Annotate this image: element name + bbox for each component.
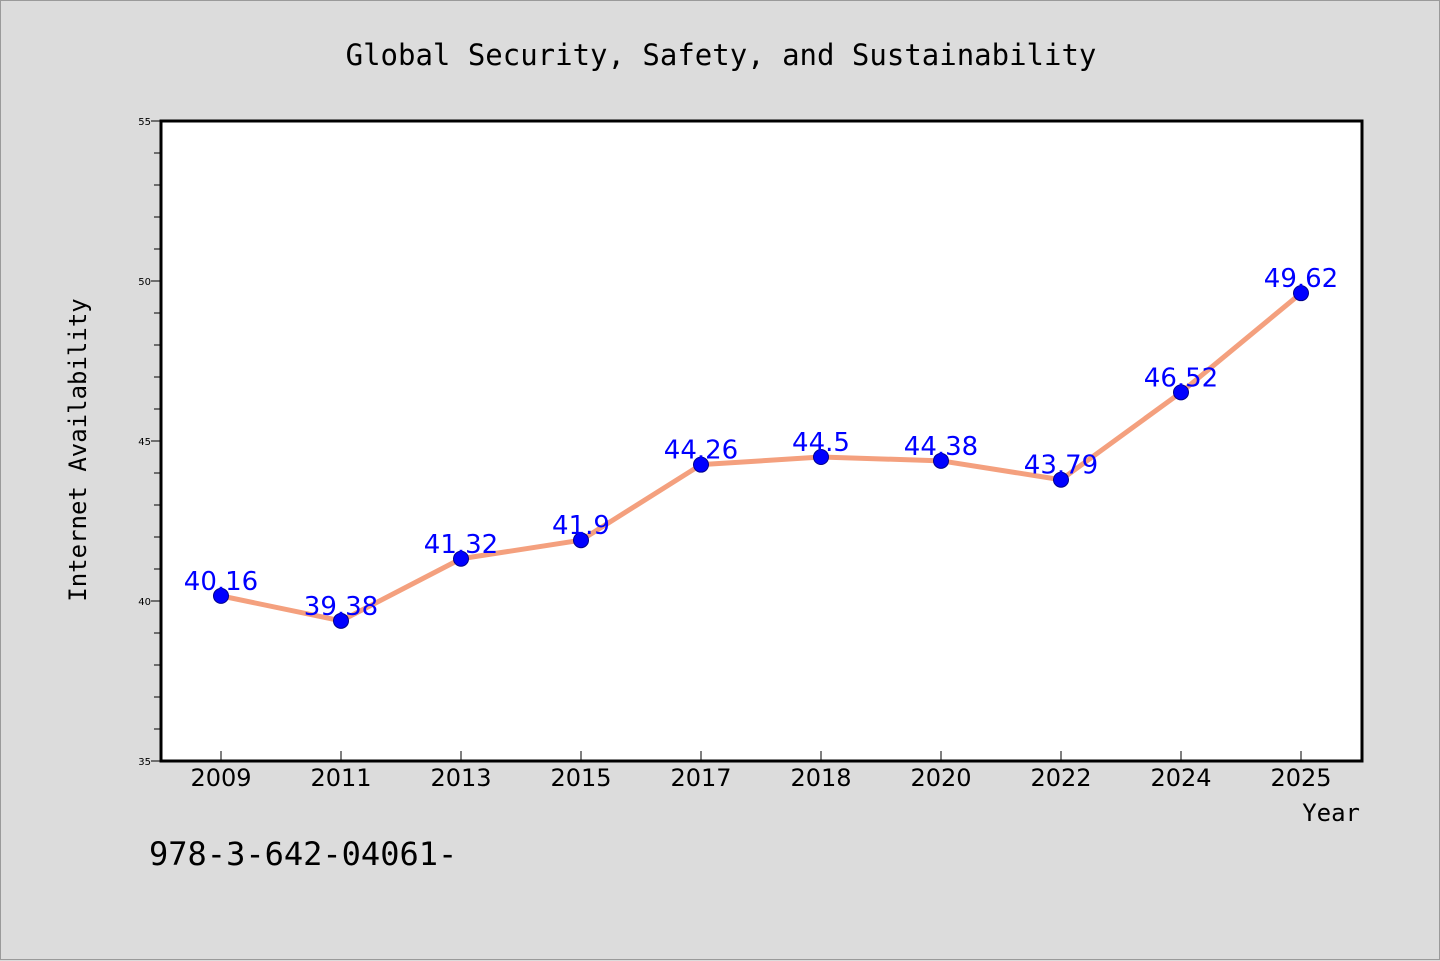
y-tick-label: 40 xyxy=(138,597,151,608)
chart-title: Global Security, Safety, and Sustainabil… xyxy=(346,38,1097,72)
data-point xyxy=(573,532,589,549)
y-tick-label: 35 xyxy=(138,757,151,768)
data-point xyxy=(453,550,469,567)
data-label: 39.38 xyxy=(304,592,378,622)
x-tick-label: 2024 xyxy=(1150,764,1211,792)
series-line xyxy=(220,291,1303,624)
x-tick-label: 2013 xyxy=(430,764,491,792)
footnote-text: 978-3-642-04061- xyxy=(149,835,457,873)
data-point xyxy=(1173,384,1189,401)
x-tick-label: 2022 xyxy=(1030,764,1091,792)
data-label: 43.79 xyxy=(1024,451,1098,481)
data-label: 49.62 xyxy=(1264,264,1338,294)
x-tick-label: 2020 xyxy=(910,764,971,792)
data-label: 46.52 xyxy=(1144,363,1218,393)
y-axis: 35 40 45 50 55 xyxy=(138,117,161,768)
x-tick-label: 2025 xyxy=(1270,764,1331,792)
data-label: 44.5 xyxy=(792,428,850,458)
x-axis: 2009 2011 2013 2015 2017 2018 2020 2022 2024 2025 xyxy=(190,751,1332,792)
data-label: 44.26 xyxy=(664,436,738,466)
y-tick-label: 45 xyxy=(138,437,151,448)
data-point xyxy=(213,587,229,604)
data-label: 41.9 xyxy=(552,511,610,541)
x-tick-label: 2017 xyxy=(670,764,731,792)
y-tick-label: 50 xyxy=(138,277,151,288)
data-point xyxy=(1053,471,1069,488)
y-tick-label: 55 xyxy=(138,117,151,128)
data-point xyxy=(693,456,709,473)
data-label: 41.32 xyxy=(424,530,498,560)
x-tick-label: 2018 xyxy=(790,764,851,792)
x-tick-label: 2011 xyxy=(310,764,371,792)
plot-area xyxy=(159,119,1364,763)
x-axis-label: Year xyxy=(1302,799,1360,827)
x-tick-label: 2009 xyxy=(190,764,251,792)
data-point xyxy=(333,612,349,629)
data-point xyxy=(933,452,949,469)
data-label: 44.38 xyxy=(904,432,978,462)
x-tick-label: 2015 xyxy=(550,764,611,792)
data-point xyxy=(813,449,829,465)
data-label: 40.16 xyxy=(184,567,258,597)
data-point xyxy=(1293,285,1309,302)
series-group: 40.16 39.38 41.32 41.9 44.26 44.5 44.38 43.79 46… xyxy=(184,264,1338,629)
y-axis-label: Internet Availability xyxy=(64,298,92,601)
